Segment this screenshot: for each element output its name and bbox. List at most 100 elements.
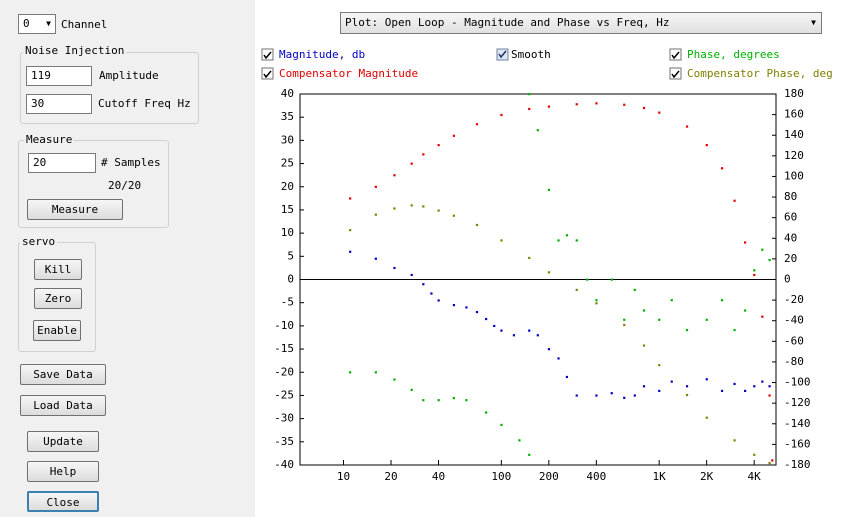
x-tick-label: 2K bbox=[700, 470, 714, 483]
y-tick-label: -10 bbox=[274, 319, 294, 332]
kill-button[interactable]: Kill bbox=[34, 259, 82, 280]
group-title: Noise Injection bbox=[23, 44, 127, 57]
y-tick-label: 10 bbox=[281, 226, 294, 239]
data-point bbox=[565, 375, 569, 379]
data-point bbox=[753, 273, 756, 277]
close-button[interactable]: Close bbox=[27, 491, 99, 512]
data-point bbox=[393, 207, 396, 210]
update-button[interactable]: Update bbox=[27, 431, 99, 452]
data-point bbox=[575, 394, 578, 397]
data-point bbox=[349, 250, 352, 253]
data-point bbox=[733, 439, 736, 442]
enable-button[interactable]: Enable bbox=[33, 320, 81, 341]
data-point bbox=[623, 396, 626, 399]
data-point bbox=[422, 283, 425, 286]
checkbox[interactable] bbox=[261, 67, 274, 80]
data-point bbox=[422, 399, 425, 402]
data-point bbox=[575, 239, 578, 242]
data-point bbox=[642, 344, 646, 347]
data-point bbox=[547, 105, 551, 108]
x-tick-label: 40 bbox=[432, 470, 445, 483]
data-point bbox=[393, 378, 396, 381]
data-point bbox=[393, 266, 396, 270]
checkbox[interactable] bbox=[669, 67, 682, 80]
checkmark bbox=[263, 70, 272, 79]
data-point bbox=[374, 185, 377, 188]
data-point bbox=[475, 310, 479, 314]
data-point bbox=[410, 273, 413, 277]
data-point bbox=[547, 348, 551, 351]
y2-tick-label: 20 bbox=[784, 252, 797, 265]
data-point bbox=[528, 329, 531, 332]
data-point bbox=[753, 269, 756, 272]
save-button[interactable]: Save Data bbox=[20, 364, 106, 385]
y-tick-label: 40 bbox=[281, 87, 294, 100]
y2-tick-label: 140 bbox=[784, 128, 804, 141]
legend-label: Compensator Magnitude bbox=[279, 67, 418, 80]
data-point bbox=[512, 334, 516, 337]
data-point bbox=[753, 453, 756, 456]
y-tick-label: 0 bbox=[287, 273, 294, 286]
data-point bbox=[685, 125, 689, 128]
data-point bbox=[623, 323, 626, 327]
data-point bbox=[642, 106, 646, 110]
zero-button[interactable]: Zero bbox=[34, 288, 82, 309]
checkbox-label: Smooth bbox=[511, 48, 551, 61]
channel-dropdown[interactable]: 0 ▼ bbox=[18, 14, 56, 34]
checkmark bbox=[263, 51, 272, 60]
data-point bbox=[452, 134, 456, 137]
data-point bbox=[557, 239, 560, 242]
data-point bbox=[374, 371, 377, 374]
data-point bbox=[720, 389, 724, 392]
legend-label: Magnitude, db bbox=[279, 48, 365, 61]
data-point bbox=[744, 309, 747, 312]
data-point bbox=[658, 364, 661, 367]
data-point bbox=[658, 111, 661, 114]
y-tick-label: -5 bbox=[281, 296, 294, 309]
group-box bbox=[18, 140, 169, 228]
x-tick-label: 400 bbox=[586, 470, 606, 483]
data-point bbox=[768, 394, 771, 397]
y-tick-label: 25 bbox=[281, 157, 294, 170]
checkbox[interactable] bbox=[669, 48, 682, 61]
y-tick-label: -15 bbox=[274, 342, 294, 355]
data-point bbox=[705, 416, 708, 419]
data-point bbox=[518, 439, 521, 442]
y2-tick-label: -180 bbox=[784, 458, 811, 471]
amplitude-input[interactable]: 119 bbox=[26, 66, 92, 86]
cutoff-input[interactable]: 30 bbox=[26, 94, 92, 114]
data-point bbox=[465, 399, 468, 402]
data-point bbox=[761, 248, 764, 251]
data-point bbox=[565, 234, 569, 237]
data-point bbox=[670, 380, 673, 383]
y2-tick-label: -140 bbox=[784, 417, 811, 430]
data-point bbox=[575, 103, 578, 106]
data-point bbox=[437, 144, 440, 147]
measure-button[interactable]: Measure bbox=[27, 199, 123, 220]
checkmark bbox=[498, 50, 507, 59]
checkmark bbox=[671, 70, 680, 79]
y2-tick-label: -120 bbox=[784, 396, 811, 409]
dropdown-value: 0 bbox=[23, 17, 30, 30]
label: Channel bbox=[61, 18, 108, 31]
group-title: servo bbox=[20, 235, 58, 248]
data-point bbox=[422, 153, 425, 156]
samples-input[interactable]: 20 bbox=[28, 153, 96, 173]
y2-tick-label: -40 bbox=[784, 314, 804, 327]
plot-dropdown[interactable]: Plot: Open Loop - Magnitude and Phase vs… bbox=[340, 12, 822, 34]
y-tick-label: 35 bbox=[281, 110, 294, 123]
checkbox[interactable] bbox=[261, 48, 274, 61]
x-tick-label: 1K bbox=[653, 470, 667, 483]
help-button[interactable]: Help bbox=[27, 461, 99, 482]
data-point bbox=[705, 378, 708, 381]
checkmark bbox=[671, 51, 680, 60]
data-point bbox=[528, 107, 531, 111]
group-title: Measure bbox=[24, 133, 75, 146]
progress-text: 20/20 bbox=[108, 179, 142, 192]
data-point bbox=[528, 256, 531, 260]
data-point bbox=[633, 394, 636, 397]
load-button[interactable]: Load Data bbox=[20, 395, 106, 416]
y2-tick-label: -100 bbox=[784, 376, 811, 389]
x-tick-label: 100 bbox=[491, 470, 511, 483]
data-point bbox=[768, 461, 771, 465]
